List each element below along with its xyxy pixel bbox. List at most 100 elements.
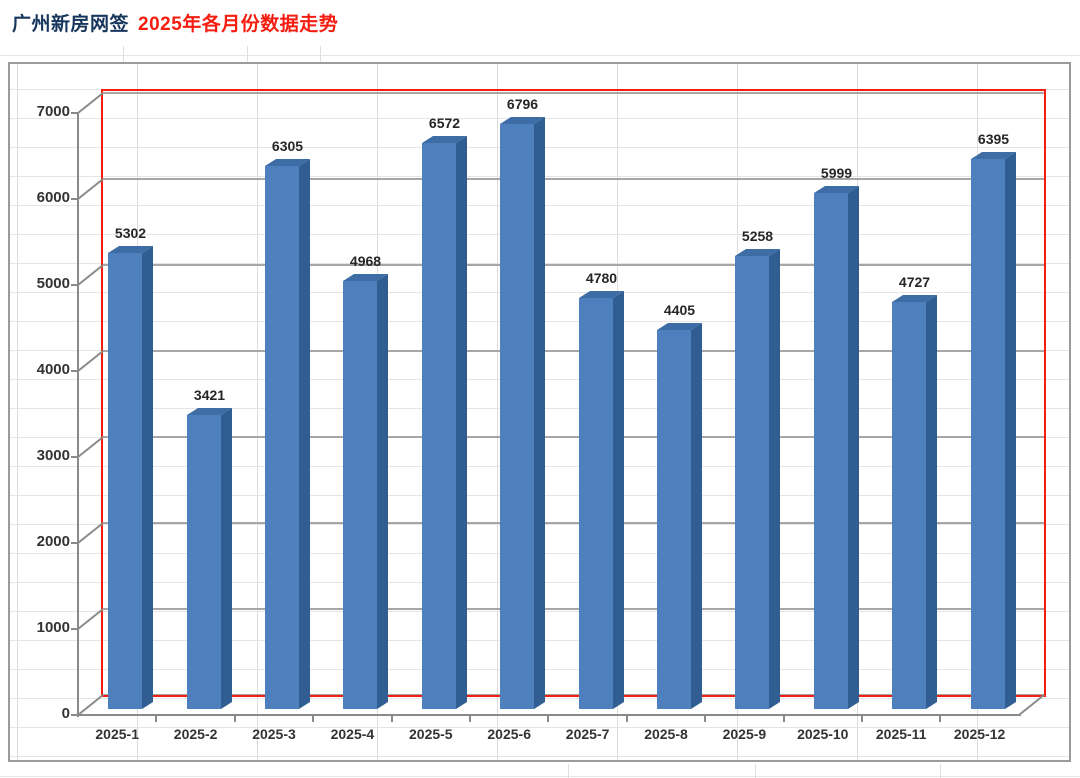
bar-2025-6-top-face <box>500 117 545 124</box>
y-axis-line <box>77 112 79 717</box>
sheet-gridline <box>123 46 124 62</box>
bar-value-label: 5302 <box>114 225 147 241</box>
major-gridline <box>103 349 1045 352</box>
y-axis-label: 7000 <box>36 102 70 120</box>
x-tick <box>390 715 393 722</box>
y-tick <box>71 283 78 286</box>
sheet-gridline <box>320 46 321 62</box>
x-tick <box>547 715 550 722</box>
bar-2025-11-front-face <box>892 302 926 709</box>
x-tick <box>939 715 942 722</box>
bar-2025-3-front-face <box>265 166 299 709</box>
axis-depth-connector <box>1018 694 1045 716</box>
major-gridline <box>103 263 1045 266</box>
bar-2025-4-side-face <box>377 274 388 709</box>
bar-2025-8-side-face <box>691 323 702 709</box>
x-axis-label: 2025-4 <box>330 726 375 742</box>
bar-2025-2-side-face <box>221 408 232 709</box>
x-axis-label: 2025-12 <box>953 726 1006 742</box>
bar-2025-11-top-face <box>892 295 937 302</box>
x-axis-label: 2025-8 <box>644 726 688 742</box>
x-tick <box>704 715 707 722</box>
y-tick <box>71 111 78 114</box>
x-tick <box>469 715 471 722</box>
bar-2025-1-side-face <box>142 246 153 709</box>
axis-depth-connector <box>77 694 104 716</box>
axis-depth-connector <box>77 91 104 114</box>
bar-value-label: 3421 <box>193 387 226 403</box>
bar-2025-9-side-face <box>769 249 780 709</box>
major-gridline <box>103 521 1045 524</box>
plot-area-red-border <box>101 89 1046 697</box>
x-axis-label: 2025-10 <box>797 726 849 742</box>
sheet-gridline <box>568 764 569 778</box>
bar-2025-10-front-face <box>814 193 848 709</box>
bar-2025-6-side-face <box>534 117 545 709</box>
bar-value-label: 5258 <box>741 228 774 244</box>
sheet-gridline <box>0 55 1080 56</box>
sheet-top-strip: 广州新房网签 2025年各月份数据走势 <box>0 0 1080 62</box>
y-tick <box>71 627 78 630</box>
bar-2025-4-front-face <box>343 281 377 709</box>
bar-2025-7-side-face <box>613 291 624 709</box>
x-axis-label: 2025-9 <box>722 726 767 742</box>
axis-depth-connector <box>77 522 104 544</box>
sheet-gridline <box>755 764 756 778</box>
x-tick <box>625 715 628 722</box>
bar-2025-10-top-face <box>814 186 859 193</box>
chart-title: 广州新房网签 2025年各月份数据走势 <box>12 9 338 36</box>
chart-canvas: 0 1000 2000 3000 4000 5000 6000 7000 5302 2025-1 3… <box>8 62 1071 762</box>
y-axis-label: 3000 <box>36 446 70 464</box>
bar-2025-9-top-face <box>735 249 780 256</box>
bar-2025-1-top-face <box>108 246 153 253</box>
x-axis-label: 2025-6 <box>487 726 531 742</box>
bar-2025-1-front-face <box>108 253 142 709</box>
bar-value-label: 6572 <box>428 115 461 131</box>
bar-2025-5-front-face <box>422 143 456 709</box>
bar-2025-8-front-face <box>657 330 691 709</box>
bar-2025-6-front-face <box>500 124 534 709</box>
major-gridline <box>103 177 1045 180</box>
bar-value-label: 6796 <box>506 96 539 112</box>
bar-2025-7-front-face <box>579 298 613 709</box>
y-tick <box>71 197 78 200</box>
chart-title-prefix: 广州新房网签 <box>12 14 130 35</box>
axis-depth-connector <box>77 349 104 372</box>
bar-2025-4-top-face <box>343 274 388 281</box>
major-gridline <box>103 91 1045 94</box>
bar-2025-9-front-face <box>735 256 769 709</box>
bar-2025-3-side-face <box>299 159 310 709</box>
sheet-gridline <box>940 764 941 778</box>
bar-value-label: 4968 <box>349 253 382 269</box>
bar-2025-7-top-face <box>579 291 624 298</box>
major-gridline <box>103 607 1045 610</box>
y-tick <box>71 369 78 372</box>
sheet-bottom-strip <box>0 762 1080 778</box>
sheet-gridline <box>0 776 1080 777</box>
bar-2025-11-side-face <box>926 295 937 709</box>
x-tick <box>155 715 158 722</box>
bar-value-label: 6305 <box>271 138 304 154</box>
x-axis-label: 2025-3 <box>252 726 296 742</box>
bar-value-label: 6395 <box>977 131 1010 147</box>
x-axis-label: 2025-11 <box>875 726 927 742</box>
chart-title-main: 2025年各月份数据走势 <box>138 14 339 35</box>
axis-depth-connector <box>77 436 104 458</box>
bar-2025-12-front-face <box>971 159 1005 709</box>
bar-2025-3-top-face <box>265 159 310 166</box>
bar-2025-5-top-face <box>422 136 467 143</box>
x-axis-label: 2025-2 <box>173 726 218 742</box>
y-tick <box>71 455 78 458</box>
y-axis-label: 0 <box>61 705 70 722</box>
bar-value-label: 4405 <box>663 302 696 318</box>
major-gridline <box>103 435 1045 438</box>
y-axis-label: 1000 <box>36 618 70 636</box>
y-axis-label: 4000 <box>36 360 70 378</box>
axis-depth-connector <box>77 177 104 200</box>
bar-value-label: 4780 <box>585 270 618 286</box>
bar-2025-2-front-face <box>187 415 221 709</box>
x-axis-label: 2025-7 <box>565 726 610 742</box>
x-tick <box>233 715 236 722</box>
x-tick <box>782 715 785 722</box>
axis-depth-connector <box>77 608 104 630</box>
